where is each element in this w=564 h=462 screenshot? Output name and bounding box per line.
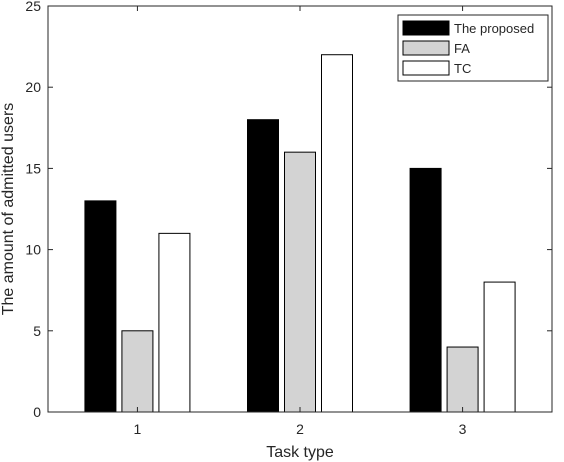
x-tick-label: 3 [459,421,467,437]
bar [247,119,279,413]
x-tick-label: 1 [134,421,142,437]
legend-label: FA [454,41,470,56]
bar [158,232,191,413]
x-axis-label: Task type [266,444,334,461]
y-tick-label: 5 [33,323,41,339]
y-tick-label: 0 [33,404,41,420]
legend-label: The proposed [454,21,534,36]
bar [483,281,516,413]
legend-swatch [402,20,450,36]
bar [121,330,154,413]
bar [84,200,117,413]
y-tick-label: 15 [25,160,41,176]
bar [446,346,479,413]
x-tick-label: 2 [296,421,304,437]
legend-swatch [402,60,450,76]
bars-layer [84,54,516,413]
bar [321,54,353,413]
legend: The proposed FA TC [397,14,549,82]
legend-items: The proposed FA TC [402,20,534,76]
y-tick-label: 20 [25,79,41,95]
bar [284,151,316,413]
axis-ticks: 0 5 10 15 20 25 1 2 3 [25,0,552,437]
y-tick-label: 10 [25,242,41,258]
y-axis-label: The amount of admitted users [0,103,17,316]
legend-swatch [402,40,450,56]
legend-label: TC [454,61,471,76]
y-tick-label: 25 [25,0,41,14]
bar [409,167,442,413]
